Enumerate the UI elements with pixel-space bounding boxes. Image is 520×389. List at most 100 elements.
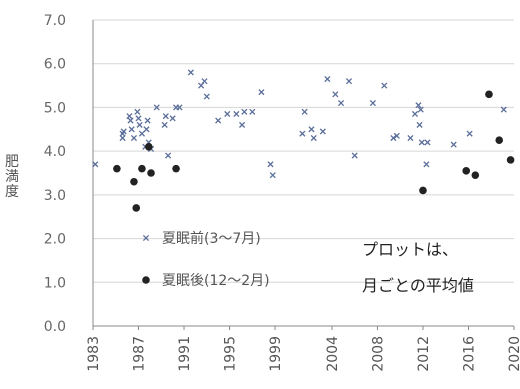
x-tick-label: 1991 (177, 336, 193, 372)
x-tick-label: 2012 (416, 336, 432, 372)
data-point-prehibernation (144, 117, 151, 124)
data-point-prehibernation (130, 134, 138, 142)
data-point-posthibernation (147, 169, 155, 177)
data-point-prehibernation (407, 134, 414, 142)
data-point-prehibernation (198, 82, 205, 89)
data-point-prehibernation (135, 115, 142, 122)
data-point-prehibernation (416, 121, 423, 128)
data-point-prehibernation (187, 69, 194, 76)
data-point-posthibernation (138, 164, 146, 173)
legend: 夏眠前(3〜7月) 夏眠後(12〜2月) (142, 230, 270, 289)
y-tick-label: 7.0 (44, 13, 66, 29)
x-tick-label: 2008 (370, 336, 386, 372)
data-point-prehibernation (369, 99, 376, 107)
y-tick-label: 5.0 (44, 100, 66, 116)
data-point-prehibernation (310, 134, 317, 142)
x-tick-label: 1995 (223, 336, 239, 372)
data-point-prehibernation (351, 152, 358, 159)
data-point-prehibernation (450, 141, 457, 148)
data-point-posthibernation (113, 164, 121, 173)
data-point-prehibernation (324, 75, 331, 83)
data-point-prehibernation (249, 108, 256, 115)
data-point-prehibernation (466, 130, 473, 137)
data-point-posthibernation (132, 204, 141, 212)
data-point-prehibernation (258, 89, 265, 96)
data-point-prehibernation (381, 82, 388, 89)
data-point-posthibernation (419, 186, 427, 195)
data-point-posthibernation (495, 136, 504, 145)
data-point-prehibernation (424, 139, 431, 146)
data-point-prehibernation (393, 132, 400, 139)
data-point-prehibernation (136, 121, 143, 128)
data-point-posthibernation (144, 142, 153, 151)
data-point-prehibernation (165, 152, 172, 159)
legend-marker-prehibernation (142, 234, 150, 242)
x-tick-label: 1999 (268, 336, 284, 372)
data-point-prehibernation (423, 161, 430, 168)
data-point-prehibernation (126, 113, 133, 120)
gridlines (93, 19, 514, 283)
data-point-prehibernation (415, 102, 422, 109)
data-point-prehibernation (233, 110, 240, 118)
data-point-prehibernation (138, 130, 145, 137)
data-point-prehibernation (337, 99, 345, 107)
y-tick-label: 3.0 (44, 188, 66, 204)
data-point-prehibernation (153, 104, 160, 111)
data-point-prehibernation (241, 108, 248, 115)
data-point-posthibernation (462, 167, 471, 175)
x-tick-label: 2020 (507, 336, 520, 372)
legend-label: 夏眠前(3〜7月) (162, 230, 261, 247)
data-point-prehibernation (418, 139, 425, 146)
data-point-posthibernation (485, 90, 493, 99)
data-point-prehibernation (500, 106, 507, 113)
x-tick-label: 2016 (461, 336, 477, 372)
y-tick-label: 4.0 (44, 144, 66, 160)
data-point-prehibernation (162, 113, 169, 120)
data-point-prehibernation (390, 134, 397, 142)
x-tick-label: 1983 (86, 336, 102, 372)
y-tick-label: 2.0 (44, 232, 66, 248)
data-point-prehibernation (308, 126, 315, 133)
x-tick-label: 1987 (132, 336, 148, 372)
axes (92, 20, 515, 330)
data-point-prehibernation (215, 117, 222, 124)
data-point-posthibernation (471, 171, 480, 179)
data-point-prehibernation (120, 128, 127, 135)
data-points (92, 69, 515, 212)
data-point-prehibernation (203, 93, 210, 100)
data-point-prehibernation (127, 117, 134, 124)
data-point-prehibernation (161, 121, 168, 128)
data-point-prehibernation (134, 108, 141, 115)
annotation-line-1: プロットは、 (362, 240, 459, 259)
data-point-prehibernation (92, 161, 99, 168)
data-point-prehibernation (299, 130, 306, 137)
y-tick-label: 1.0 (44, 275, 66, 291)
data-point-prehibernation (269, 172, 276, 179)
legend-marker-posthibernation (142, 276, 150, 284)
y-tick-labels: 0.0 1.0 2.0 3.0 4.0 5.0 6.0 7.0 (44, 13, 66, 335)
data-point-prehibernation (176, 104, 183, 111)
data-point-prehibernation (332, 91, 339, 98)
data-point-posthibernation (130, 177, 138, 186)
data-point-prehibernation (238, 121, 246, 128)
data-point-prehibernation (201, 78, 208, 85)
data-point-prehibernation (411, 110, 419, 118)
data-point-prehibernation (345, 78, 353, 85)
data-point-prehibernation (319, 128, 326, 135)
y-tick-label: 6.0 (44, 57, 66, 73)
data-point-prehibernation (267, 161, 274, 168)
legend-label: 夏眠後(12〜2月) (162, 273, 270, 289)
y-tick-label: 0.0 (44, 319, 66, 335)
data-point-prehibernation (128, 126, 135, 133)
x-tick-labels: 1983 1987 1991 1995 1999 2004 2008 2012 2016 2020 (86, 336, 520, 372)
data-point-posthibernation (506, 156, 515, 164)
data-point-prehibernation (143, 126, 150, 133)
annotation-line-2: 月ごとの平均値 (362, 276, 474, 295)
y-axis-label: 肥満度 (5, 154, 19, 200)
data-point-prehibernation (224, 110, 231, 118)
data-point-prehibernation (169, 115, 176, 122)
x-tick-label: 2004 (325, 336, 341, 372)
data-point-prehibernation (301, 108, 308, 115)
data-point-prehibernation (417, 106, 424, 113)
